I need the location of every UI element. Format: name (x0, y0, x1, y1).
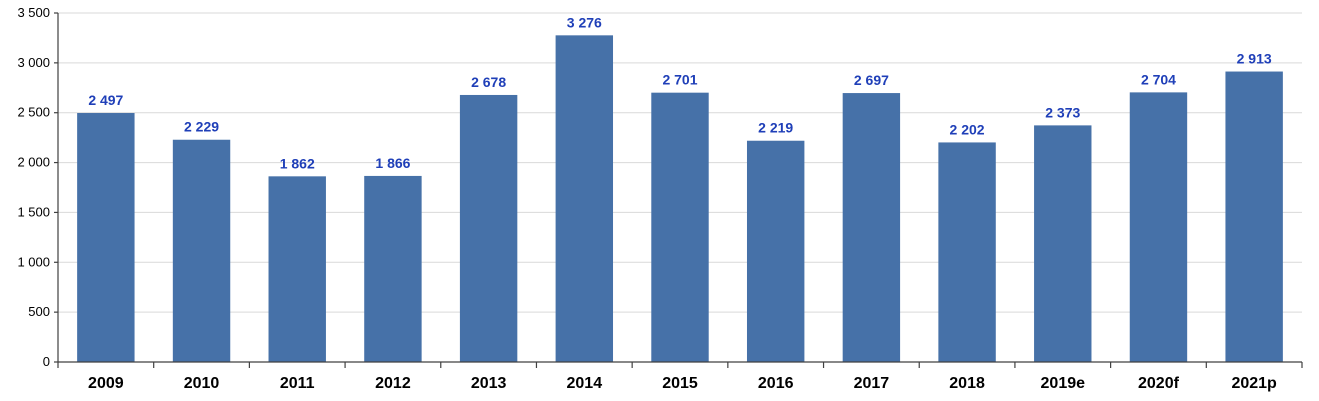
bar-2015 (651, 92, 709, 362)
bar-2019e (1034, 125, 1092, 363)
bar-2017 (842, 93, 901, 363)
x-tick-label-2020f: 2020f (1138, 375, 1180, 392)
x-tick-label-2019e: 2019e (1041, 375, 1086, 392)
x-tick-label-2017: 2017 (854, 375, 890, 392)
bar-2021p (1225, 71, 1283, 362)
x-tick-label-2011: 2011 (280, 375, 315, 392)
y-tick-label: 3 000 (17, 55, 50, 70)
x-tick-label-2009: 2009 (88, 375, 124, 392)
x-tick-label-2016: 2016 (758, 375, 794, 392)
data-label-2011: 1 862 (280, 155, 315, 171)
bar-2009 (77, 113, 135, 362)
data-label-2019e: 2 373 (1045, 104, 1080, 120)
bar-2012 (364, 175, 422, 362)
y-tick-label: 2 000 (17, 155, 50, 170)
x-tick-label-2014: 2014 (567, 375, 603, 392)
x-tick-label-2013: 2013 (471, 375, 507, 392)
x-tick-label-2012: 2012 (375, 375, 411, 392)
axes (54, 12, 1303, 368)
y-tick-label: 1 500 (17, 204, 50, 219)
data-labels: 2 497 2 229 1 862 1 866 2 678 3 276 2 701 2 219… (88, 14, 1272, 171)
bar-2011 (268, 176, 326, 362)
data-label-2017: 2 697 (854, 72, 889, 88)
bars (77, 35, 1283, 363)
y-axis-tick-labels: 0 500 1 000 1 500 2 000 2 500 3 000 3 500 (17, 5, 50, 369)
y-tick-label: 2 500 (17, 105, 50, 120)
x-tick-label-2015: 2015 (662, 375, 698, 392)
data-label-2016: 2 219 (758, 120, 793, 136)
data-label-2014: 3 276 (567, 14, 602, 30)
bar-2014 (555, 35, 614, 362)
data-label-2015: 2 701 (662, 72, 697, 88)
y-tick-label: 500 (28, 304, 50, 319)
x-tick-label-2021p: 2021p (1231, 375, 1277, 392)
x-tick-label-2018: 2018 (949, 375, 985, 392)
bar-2010 (172, 139, 231, 362)
bar-2020f (1129, 92, 1188, 363)
data-label-2021p: 2 913 (1237, 51, 1272, 67)
data-label-2010: 2 229 (184, 119, 219, 135)
data-label-2012: 1 866 (375, 155, 410, 171)
data-label-2009: 2 497 (88, 92, 123, 108)
y-tick-label: 0 (43, 354, 50, 369)
bar-2018 (938, 142, 996, 362)
bar-2013 (459, 94, 518, 362)
y-tick-label: 3 500 (17, 5, 50, 20)
data-label-2018: 2 202 (950, 121, 985, 137)
data-label-2020f: 2 704 (1141, 71, 1176, 87)
x-tick-label-2010: 2010 (184, 375, 220, 392)
y-tick-label: 1 000 (17, 254, 50, 269)
data-label-2013: 2 678 (471, 74, 506, 90)
bar-2016 (746, 140, 805, 362)
x-axis-tick-labels: 2009 2010 2011 2012 2013 2014 2015 2016 2017 2018… (88, 375, 1277, 392)
